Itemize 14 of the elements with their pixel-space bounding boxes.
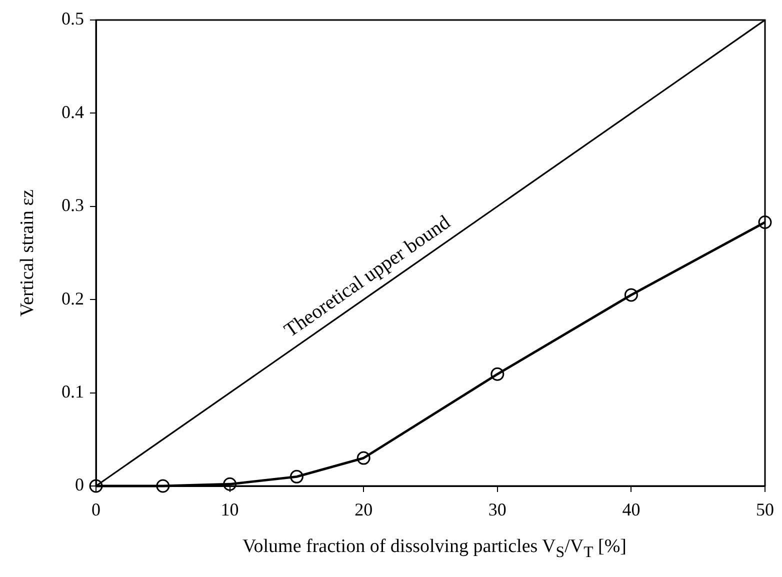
y-tick-label: 0.1 [62, 382, 84, 402]
y-tick-label: 0 [75, 474, 84, 495]
x-tick-label: 50 [756, 500, 774, 520]
x-axis-title: Volume fraction of dissolving particles V$_{S}$/V$_{T}$ [%] [242, 536, 628, 562]
y-axis-title: Vertical strain εz [17, 189, 39, 317]
x-tick-label: 30 [488, 500, 506, 520]
x-tick-label: 0 [92, 500, 100, 520]
y-tick-label: 0.3 [62, 195, 84, 216]
y-tick-label: 0.5 [62, 8, 84, 29]
y-tick-label: 0.4 [62, 102, 84, 122]
x-tick-label: 10 [220, 500, 239, 520]
x-tick-label: 20 [354, 500, 373, 520]
y-tick-label: 0.2 [62, 288, 84, 308]
x-tick-label: 40 [622, 500, 640, 520]
